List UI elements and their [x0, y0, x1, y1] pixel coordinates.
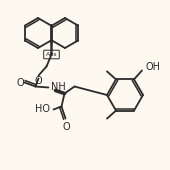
Text: NH: NH — [52, 82, 66, 92]
Text: O: O — [17, 79, 24, 89]
Text: OH: OH — [145, 62, 160, 72]
Text: Abs: Abs — [46, 52, 57, 57]
Text: O: O — [63, 122, 70, 132]
Text: O: O — [35, 76, 42, 87]
FancyBboxPatch shape — [44, 50, 59, 59]
Text: HO: HO — [35, 105, 49, 115]
